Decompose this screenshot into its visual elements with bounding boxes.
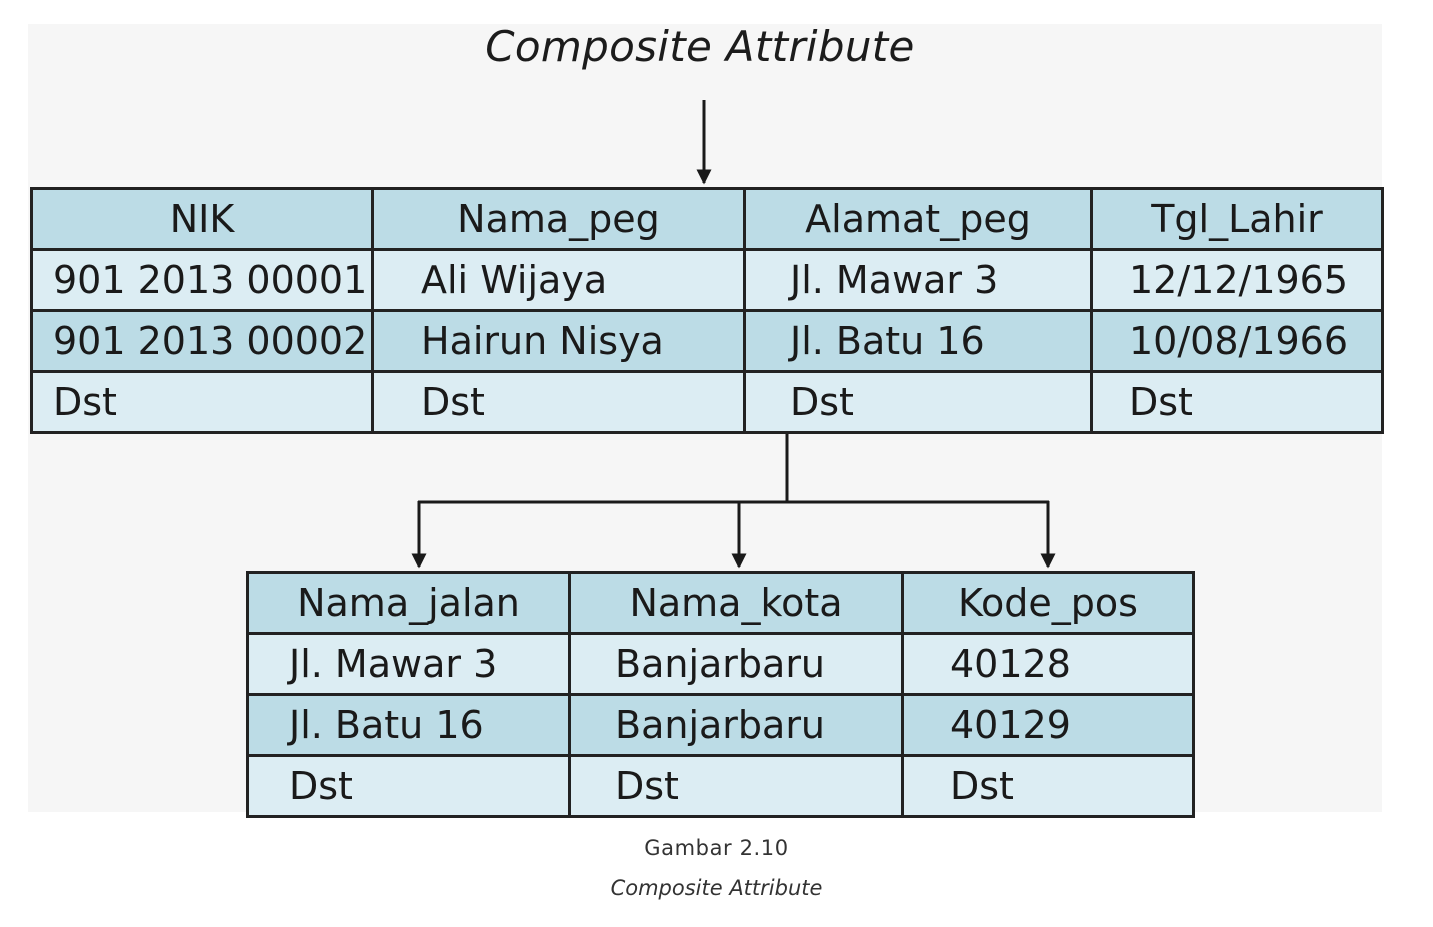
employee-table: NIK Nama_peg Alamat_peg Tgl_Lahir 901 20… xyxy=(30,187,1384,434)
table-row: 901 2013 00002 Hairun Nisya Jl. Batu 16 … xyxy=(30,309,1384,373)
table-cell: 10/08/1966 xyxy=(1090,309,1384,373)
table-cell: Dst xyxy=(30,370,374,434)
table-cell: Dst xyxy=(371,370,746,434)
table-row: Jl. Batu 16 Banjarbaru 40129 xyxy=(246,693,1195,757)
table-cell: 40128 xyxy=(901,632,1195,696)
table-cell: Jl. Mawar 3 xyxy=(246,632,571,696)
header-nama-jalan: Nama_jalan xyxy=(246,571,571,635)
header-alamat-peg: Alamat_peg xyxy=(743,187,1093,251)
table-row: 901 2013 00001 Ali Wijaya Jl. Mawar 3 12… xyxy=(30,248,1384,312)
address-header-row: Nama_jalan Nama_kota Kode_pos xyxy=(246,571,1195,635)
header-nama-peg: Nama_peg xyxy=(371,187,746,251)
table-cell: 40129 xyxy=(901,693,1195,757)
address-table: Nama_jalan Nama_kota Kode_pos Jl. Mawar … xyxy=(246,571,1195,818)
table-cell: Dst xyxy=(568,754,904,818)
figure-caption-label: Gambar 2.10 xyxy=(644,836,789,860)
header-kode-pos: Kode_pos xyxy=(901,571,1195,635)
header-tgl-lahir: Tgl_Lahir xyxy=(1090,187,1384,251)
figure-caption-text: Composite Attribute xyxy=(610,876,823,900)
table-cell: Banjarbaru xyxy=(568,632,904,696)
table-row: Dst Dst Dst xyxy=(246,754,1195,818)
table-cell: Hairun Nisya xyxy=(371,309,746,373)
table-cell: Jl. Mawar 3 xyxy=(743,248,1093,312)
table-cell: Dst xyxy=(743,370,1093,434)
table-cell: Ali Wijaya xyxy=(371,248,746,312)
table-cell: 901 2013 00001 xyxy=(30,248,374,312)
employee-header-row: NIK Nama_peg Alamat_peg Tgl_Lahir xyxy=(30,187,1384,251)
table-cell: 901 2013 00002 xyxy=(30,309,374,373)
header-nama-kota: Nama_kota xyxy=(568,571,904,635)
table-cell: 12/12/1965 xyxy=(1090,248,1384,312)
table-cell: Dst xyxy=(246,754,571,818)
header-nik: NIK xyxy=(30,187,374,251)
table-cell: Jl. Batu 16 xyxy=(743,309,1093,373)
table-cell: Dst xyxy=(1090,370,1384,434)
table-cell: Jl. Batu 16 xyxy=(246,693,571,757)
table-row: Dst Dst Dst Dst xyxy=(30,370,1384,434)
table-cell: Dst xyxy=(901,754,1195,818)
table-cell: Banjarbaru xyxy=(568,693,904,757)
diagram-title: Composite Attribute xyxy=(485,22,915,71)
table-row: Jl. Mawar 3 Banjarbaru 40128 xyxy=(246,632,1195,696)
